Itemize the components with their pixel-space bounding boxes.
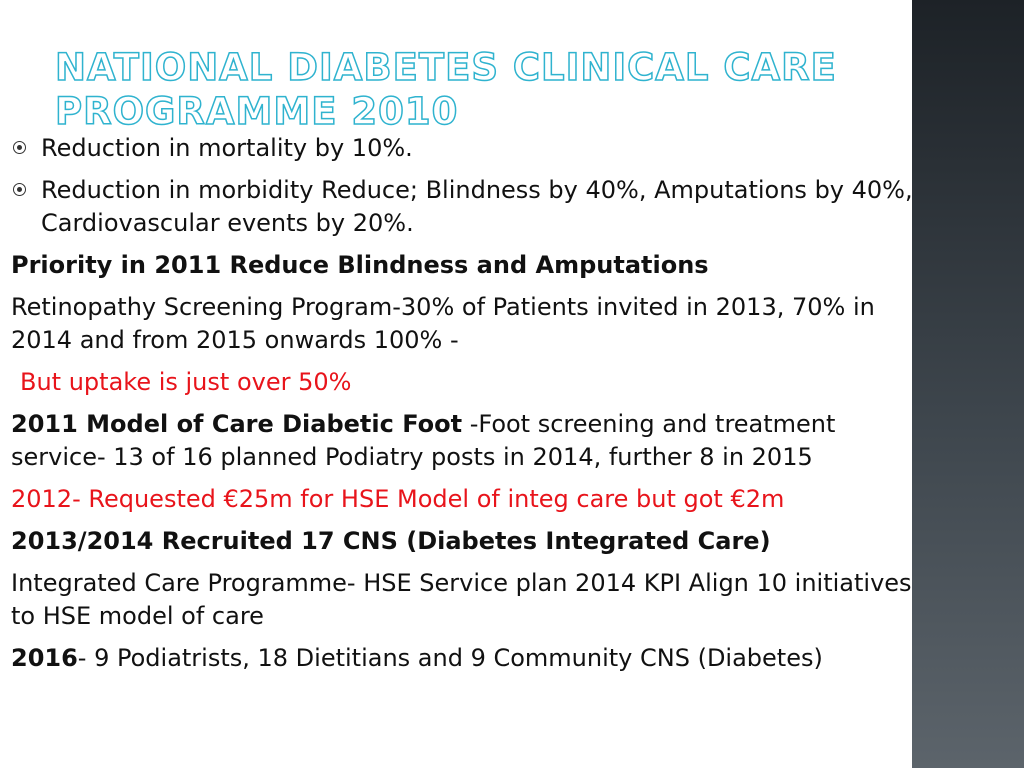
title-line-2: Programme 2010 <box>54 89 459 134</box>
bullet-item: Reduction in morbidity Reduce; Blindness… <box>11 174 916 240</box>
bullet-circle-icon <box>13 183 26 196</box>
slide-content: Reduction in mortality by 10%. Reduction… <box>11 132 916 684</box>
recruitment-line: 2013/2014 Recruited 17 CNS (Diabetes Int… <box>11 527 771 555</box>
diabetic-foot-text: -Foot screening and treatment service- 1… <box>11 410 836 471</box>
slide-title: National Diabetes Clinical Care Programm… <box>54 45 855 134</box>
year-2016-paragraph: 2016- 9 Podiatrists, 18 Dietitians and 9… <box>11 642 916 675</box>
priority-line: Priority in 2011 Reduce Blindness and Am… <box>11 251 709 279</box>
diabetic-foot-paragraph: 2011 Model of Care Diabetic Foot -Foot s… <box>11 408 916 474</box>
bullet-text: Reduction in morbidity Reduce; Blindness… <box>41 176 913 237</box>
bullet-text: Reduction in mortality by 10%. <box>41 134 413 162</box>
bullet-item: Reduction in mortality by 10%. <box>11 132 916 165</box>
title-line-1: National Diabetes Clinical Care <box>54 45 837 90</box>
integrated-care-paragraph: Integrated Care Programme- HSE Service p… <box>11 569 912 630</box>
uptake-note: But uptake is just over 50% <box>20 368 352 396</box>
decorative-sidebar <box>912 0 1024 768</box>
diabetic-foot-heading: 2011 Model of Care Diabetic Foot <box>11 410 463 438</box>
year-2016-text: - 9 Podiatrists, 18 Dietitians and 9 Com… <box>77 644 823 672</box>
retinopathy-paragraph: Retinopathy Screening Program-30% of Pat… <box>11 293 875 354</box>
year-2016-heading: 2016 <box>11 644 78 672</box>
funding-request-line: 2012- Requested €25m for HSE Model of in… <box>11 485 785 513</box>
bullet-circle-icon <box>13 141 26 154</box>
